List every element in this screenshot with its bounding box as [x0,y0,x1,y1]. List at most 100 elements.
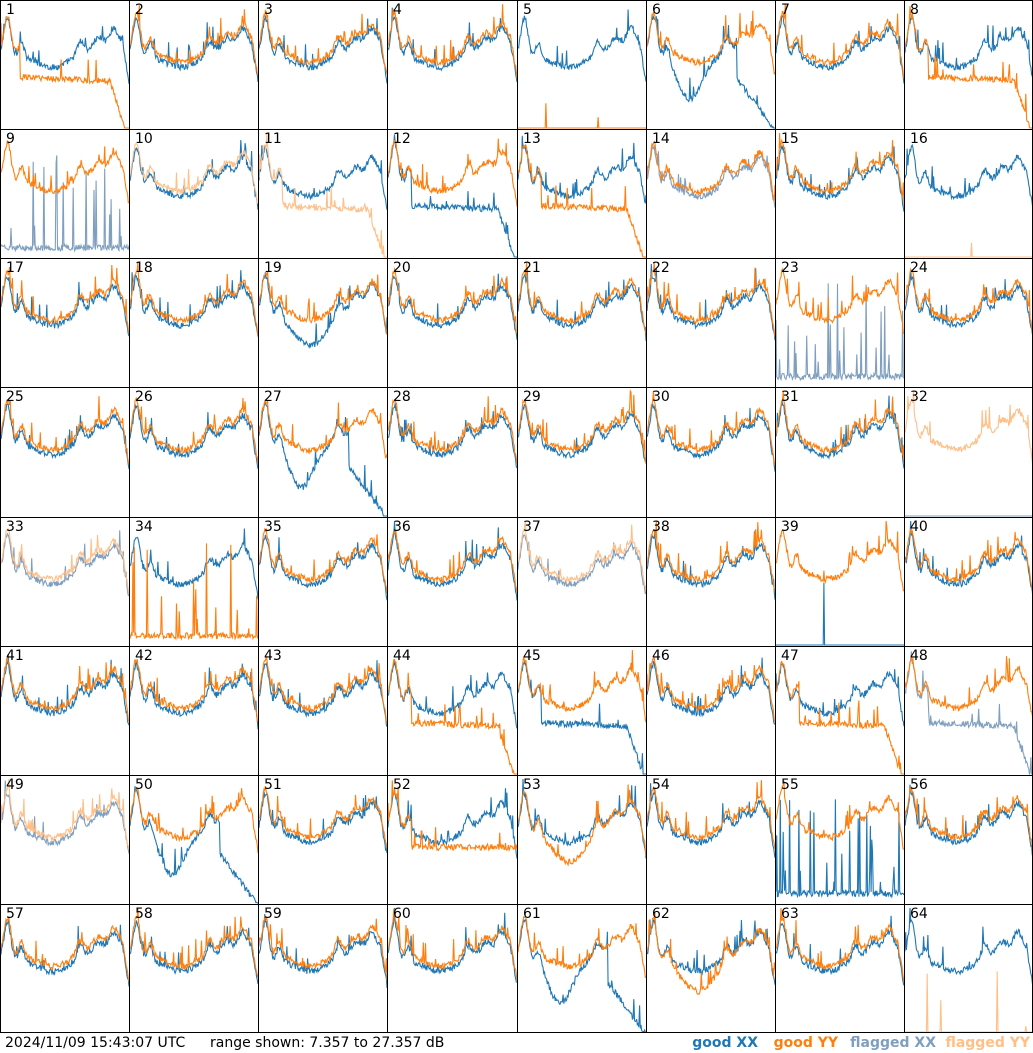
antenna-panel-16: 16 [904,129,1033,258]
panel-number: 30 [652,389,670,405]
series-line-yy [1,916,129,983]
panel-plot [905,907,1032,1032]
panel-number: 12 [393,131,411,147]
panel-plot [130,5,258,83]
panel-plot [518,650,646,775]
antenna-panel-18: 18 [129,258,258,387]
antenna-panel-29: 29 [517,387,646,517]
antenna-panel-9: 9 [0,129,129,258]
panel-plot [259,914,387,988]
panel-plot [647,140,775,208]
panel-number: 3 [264,2,273,18]
series-line-yy [518,915,646,978]
panel-plot [259,132,387,258]
panel-plot [259,399,387,517]
panel-plot [776,780,904,899]
series-line-xx [776,799,904,899]
panel-plot [776,132,904,212]
series-line-yy [518,261,646,333]
panel-plot [388,4,517,83]
series-line-xx [1,654,129,726]
series-line-yy [259,655,387,724]
series-line-yy [776,390,904,463]
panel-number: 50 [135,777,153,793]
antenna-panel-38: 38 [646,517,775,646]
series-line-yy [130,5,258,75]
panel-number: 17 [6,260,24,276]
antenna-panel-49: 49 [0,775,129,904]
series-line-yy [259,786,387,849]
series-line-xx [1,16,129,84]
series-line-xx [647,657,775,725]
antenna-panel-40: 40 [904,517,1033,646]
series-line-yy [905,786,1032,849]
series-line-xx [388,273,517,340]
antenna-panel-51: 51 [258,775,387,904]
antenna-panel-20: 20 [387,258,517,387]
panel-plot [1,916,129,987]
series-line-yy [905,267,1032,333]
panel-plot [518,9,646,129]
panel-number: 59 [264,906,282,922]
series-line-yy [388,529,517,593]
antenna-panel-60: 60 [387,904,517,1033]
series-line-yy [1,264,129,333]
panel-plot [647,390,775,472]
panel-number: 57 [6,906,24,922]
antenna-panel-56: 56 [904,775,1033,904]
series-line-xx [776,395,904,469]
series-line-yy [388,908,517,981]
panel-number: 62 [652,906,670,922]
panel-number: 45 [523,648,541,664]
series-line-xx [647,403,775,472]
panel-number: 10 [135,131,153,147]
antenna-panel-17: 17 [0,258,129,387]
antenna-panel-12: 12 [387,129,517,258]
series-line-xx [905,784,1032,856]
series-line-xx [388,788,517,859]
series-line-yy [130,143,258,204]
antenna-panel-19: 19 [258,258,387,387]
panel-number: 43 [264,648,282,664]
panel-plot [388,134,517,258]
panel-number: 42 [135,648,153,664]
panel-plot [776,390,904,469]
antenna-panel-8: 8 [904,0,1033,129]
antenna-panel-62: 62 [646,904,775,1033]
antenna-panel-22: 22 [646,258,775,387]
panel-plot [518,389,646,464]
panel-plot [130,139,258,210]
series-line-yy [647,656,775,723]
panel-plot [647,262,775,341]
series-line-xx [1,780,129,854]
panel-plot [1,16,129,129]
panel-number: 6 [652,2,661,18]
antenna-panel-42: 42 [129,646,258,775]
series-line-yy [1,778,129,850]
panel-number: 40 [910,519,928,535]
panel-number: 37 [523,519,541,535]
series-line-yy [776,520,904,592]
series-line-yy [259,270,387,335]
antenna-panel-61: 61 [517,904,646,1033]
panel-plot [776,267,904,382]
series-line-yy [518,520,646,592]
series-line-xx [776,283,904,382]
panel-number: 8 [910,2,919,18]
panel-plot [1,654,129,726]
panel-number: 34 [135,519,153,535]
series-line-yy [905,971,1032,1032]
antenna-panel-26: 26 [129,387,258,517]
series-line-yy [647,262,775,337]
panel-number: 23 [781,260,799,276]
series-line-xx [776,15,904,84]
panel-number: 7 [781,2,790,18]
series-line-yy [388,396,517,464]
panel-plot [388,396,517,469]
series-line-xx [130,786,258,904]
panel-plot [259,786,387,854]
antenna-panel-46: 46 [646,646,775,775]
panel-number: 60 [393,906,411,922]
series-line-xx [1,530,129,597]
panel-number: 24 [910,260,928,276]
